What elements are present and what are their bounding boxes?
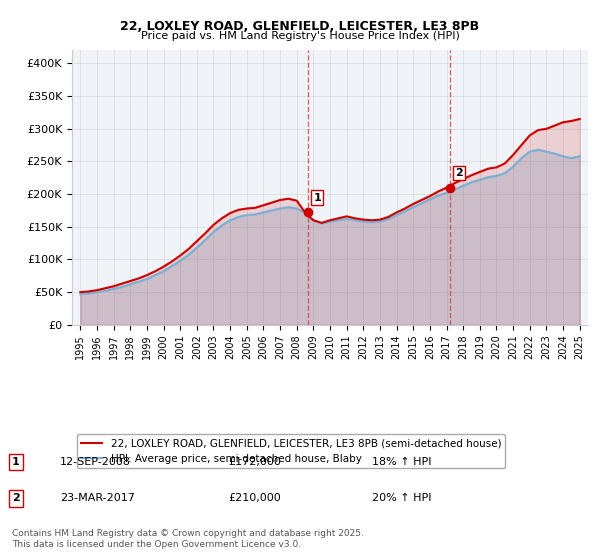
Text: 22, LOXLEY ROAD, GLENFIELD, LEICESTER, LE3 8PB: 22, LOXLEY ROAD, GLENFIELD, LEICESTER, L… <box>121 20 479 32</box>
Text: 12-SEP-2008: 12-SEP-2008 <box>60 457 131 467</box>
Text: 20% ↑ HPI: 20% ↑ HPI <box>372 493 431 503</box>
Text: 18% ↑ HPI: 18% ↑ HPI <box>372 457 431 467</box>
Text: Contains HM Land Registry data © Crown copyright and database right 2025.
This d: Contains HM Land Registry data © Crown c… <box>12 529 364 549</box>
Text: 2: 2 <box>12 493 20 503</box>
Text: 1: 1 <box>313 193 321 203</box>
Text: 23-MAR-2017: 23-MAR-2017 <box>60 493 135 503</box>
Text: 2: 2 <box>455 168 463 178</box>
Legend: 22, LOXLEY ROAD, GLENFIELD, LEICESTER, LE3 8PB (semi-detached house), HPI: Avera: 22, LOXLEY ROAD, GLENFIELD, LEICESTER, L… <box>77 435 505 468</box>
Text: £172,000: £172,000 <box>228 457 281 467</box>
Text: Price paid vs. HM Land Registry's House Price Index (HPI): Price paid vs. HM Land Registry's House … <box>140 31 460 41</box>
Text: 1: 1 <box>12 457 20 467</box>
Text: £210,000: £210,000 <box>228 493 281 503</box>
